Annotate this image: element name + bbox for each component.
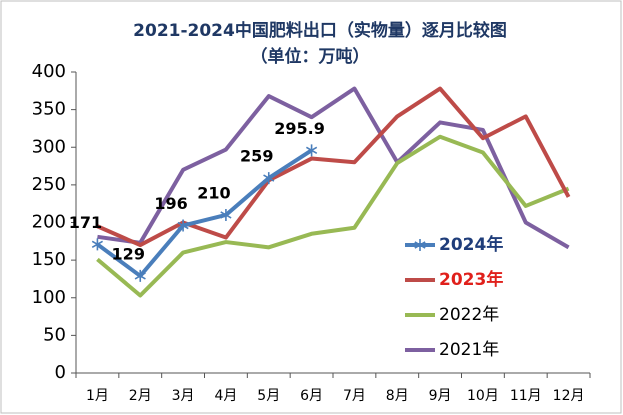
y-tick-label: 100 bbox=[32, 287, 66, 308]
marker bbox=[220, 208, 232, 221]
x-tick-label: 2月 bbox=[129, 388, 152, 404]
x-tick-label: 1月 bbox=[86, 388, 109, 404]
series-line bbox=[97, 86, 570, 250]
x-tick-label: 9月 bbox=[429, 388, 452, 404]
legend-label: 2022年 bbox=[439, 305, 499, 325]
marker bbox=[263, 172, 275, 185]
x-tick-label: 12月 bbox=[553, 388, 585, 404]
x-tick-label: 5月 bbox=[257, 388, 280, 404]
y-tick-label: 250 bbox=[32, 174, 66, 195]
y-tick-label: 150 bbox=[32, 249, 66, 270]
chart-title: 2021-2024中国肥料出口（实物量）逐月比较图 bbox=[133, 20, 507, 41]
marker bbox=[305, 144, 318, 157]
data-label: 259 bbox=[240, 147, 273, 166]
x-tick-label: 11月 bbox=[510, 388, 542, 404]
series-line bbox=[96, 134, 570, 298]
data-label: 196 bbox=[154, 194, 187, 213]
series-line bbox=[96, 86, 571, 248]
x-tick-label: 8月 bbox=[386, 388, 409, 404]
y-tick-label: 50 bbox=[43, 324, 66, 345]
series-line bbox=[96, 148, 313, 278]
legend-label: 2023年 bbox=[439, 269, 503, 290]
y-tick-label: 200 bbox=[32, 212, 66, 233]
y-tick-label: 350 bbox=[32, 99, 66, 120]
legend-marker bbox=[414, 239, 426, 251]
data-label: 210 bbox=[197, 183, 230, 202]
x-tick-label: 4月 bbox=[214, 388, 237, 404]
chart-subtitle: （单位：万吨） bbox=[251, 46, 370, 67]
x-tick-label: 10月 bbox=[467, 388, 499, 404]
marker bbox=[134, 269, 146, 282]
legend-label: 2024年 bbox=[439, 234, 503, 255]
data-label: 171 bbox=[69, 213, 102, 232]
marker bbox=[91, 238, 104, 251]
data-label: 129 bbox=[112, 244, 145, 263]
y-tick-label: 0 bbox=[55, 362, 66, 383]
x-tick-label: 7月 bbox=[343, 388, 366, 404]
y-tick-label: 300 bbox=[32, 136, 66, 157]
marker bbox=[177, 219, 189, 232]
x-tick-label: 3月 bbox=[172, 388, 195, 404]
y-tick-label: 400 bbox=[32, 61, 66, 82]
data-label: 295.9 bbox=[274, 119, 325, 138]
legend-label: 2021年 bbox=[439, 340, 499, 360]
x-tick-label: 6月 bbox=[300, 388, 323, 404]
